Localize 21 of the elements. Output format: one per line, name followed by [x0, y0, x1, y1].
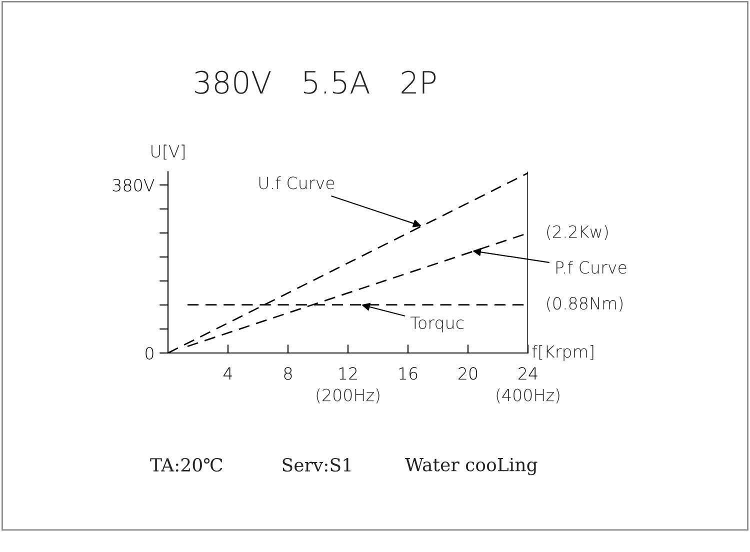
text: (200Hz) [316, 388, 380, 404]
x-tick-label: 24 [518, 367, 538, 380]
text: Serv:S1 [282, 458, 351, 472]
annotation: (2.2Kw) [547, 225, 608, 240]
x-axis-title: f[Krpm] [532, 344, 594, 362]
x-tick-label: 16 [399, 367, 418, 380]
x-tick-label: 8 [284, 367, 292, 380]
annotation: P.f Curve [556, 260, 626, 274]
text: (400Hz) [496, 388, 560, 404]
annotation: Torquc [410, 316, 464, 332]
x-tick-label: 12 [339, 367, 357, 380]
annotation: U.f Curve [259, 176, 334, 190]
chart-title: 380V 5.5A 2P [194, 70, 436, 94]
x-tick-label: 4 [224, 367, 232, 380]
text: Water cooLing [405, 458, 538, 476]
y-tick-label: 380V [112, 178, 154, 192]
y-tick-label: 0 [146, 346, 154, 360]
y-axis-title: U[V] [152, 144, 184, 160]
annotation: (0.88Nm) [547, 296, 622, 312]
text: TA:20℃ [150, 458, 222, 472]
x-tick-label: 20 [458, 367, 478, 380]
